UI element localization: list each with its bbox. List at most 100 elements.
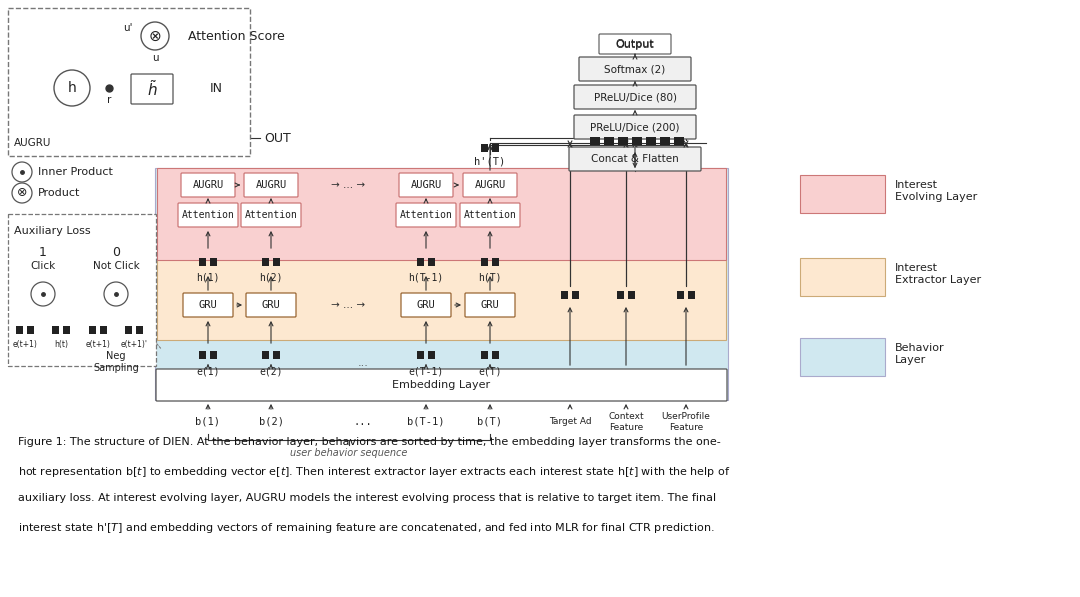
Bar <box>688 291 696 299</box>
Bar <box>800 258 885 296</box>
Text: Auxiliary Loss: Auxiliary Loss <box>14 226 91 236</box>
Bar <box>63 326 70 334</box>
Bar <box>210 351 217 359</box>
Bar <box>604 137 615 145</box>
Bar <box>632 137 642 145</box>
Text: Attention Score: Attention Score <box>188 29 285 42</box>
Text: AUGRU: AUGRU <box>255 180 286 190</box>
Text: user behavior sequence: user behavior sequence <box>291 448 407 458</box>
Text: PReLU/Dice (200): PReLU/Dice (200) <box>591 122 679 132</box>
Bar <box>89 326 96 334</box>
Text: GRU: GRU <box>199 300 217 310</box>
Text: Click: Click <box>30 261 56 271</box>
Text: 1: 1 <box>39 245 46 259</box>
Text: Evolving Layer: Evolving Layer <box>895 192 977 202</box>
Text: Context
Feature: Context Feature <box>608 413 644 432</box>
Text: Inner Product: Inner Product <box>38 167 113 177</box>
FancyBboxPatch shape <box>599 34 671 54</box>
FancyBboxPatch shape <box>241 203 301 227</box>
Bar <box>417 351 424 359</box>
Text: → ... →: → ... → <box>332 300 365 310</box>
FancyBboxPatch shape <box>183 293 233 317</box>
Bar <box>156 168 728 400</box>
Text: OUT: OUT <box>264 131 291 144</box>
Bar <box>428 258 435 266</box>
Bar <box>8 8 249 156</box>
Text: e(T-1): e(T-1) <box>408 366 444 376</box>
Text: b(2): b(2) <box>258 417 283 427</box>
Bar <box>492 144 499 152</box>
Text: Attention: Attention <box>181 210 234 220</box>
Circle shape <box>141 22 168 50</box>
Bar <box>428 351 435 359</box>
Bar <box>52 326 59 334</box>
Text: h(2): h(2) <box>259 273 283 283</box>
FancyBboxPatch shape <box>579 57 691 81</box>
Text: ⊗: ⊗ <box>149 29 161 44</box>
Text: e(t+1)': e(t+1)' <box>121 340 148 349</box>
Text: Softmax (2): Softmax (2) <box>605 64 665 74</box>
Text: Output: Output <box>616 40 654 50</box>
Bar <box>674 137 684 145</box>
Circle shape <box>31 282 55 306</box>
Text: h(T): h(T) <box>478 273 502 283</box>
Bar <box>617 291 624 299</box>
Circle shape <box>12 162 32 182</box>
Bar <box>481 258 488 266</box>
FancyBboxPatch shape <box>401 293 451 317</box>
Bar <box>273 351 280 359</box>
FancyBboxPatch shape <box>569 147 701 171</box>
Text: GRU: GRU <box>417 300 435 310</box>
Bar <box>561 291 568 299</box>
Text: Output: Output <box>616 39 654 49</box>
Circle shape <box>104 282 129 306</box>
Text: PReLU/Dice (80): PReLU/Dice (80) <box>594 92 676 102</box>
Text: Layer: Layer <box>895 355 927 365</box>
Text: hot representation b[$t$] to embedding vector e[$t$]. Then interest extractor la: hot representation b[$t$] to embedding v… <box>18 465 730 479</box>
Text: e(T): e(T) <box>478 366 502 376</box>
Bar <box>572 291 579 299</box>
Text: e(2): e(2) <box>259 366 283 376</box>
FancyBboxPatch shape <box>246 293 296 317</box>
Text: e(t+1): e(t+1) <box>85 340 110 349</box>
FancyBboxPatch shape <box>465 293 515 317</box>
Text: GRU: GRU <box>261 300 281 310</box>
Bar <box>157 230 726 340</box>
Text: Product: Product <box>38 188 80 198</box>
Bar <box>646 137 656 145</box>
Text: b(T): b(T) <box>477 417 502 427</box>
Text: Interest: Interest <box>895 263 939 273</box>
Text: interest state h'[$T$] and embedding vectors of remaining feature are concatenat: interest state h'[$T$] and embedding vec… <box>18 521 715 535</box>
Text: Extractor Layer: Extractor Layer <box>895 275 981 285</box>
Text: ...: ... <box>357 358 368 368</box>
Bar <box>8 214 156 366</box>
Text: ...: ... <box>353 417 373 427</box>
FancyBboxPatch shape <box>181 173 235 197</box>
Bar <box>136 326 143 334</box>
Bar <box>262 258 269 266</box>
Text: auxiliary loss. At interest evolving layer, AUGRU models the interest evolving p: auxiliary loss. At interest evolving lay… <box>18 493 716 503</box>
Text: h(t): h(t) <box>54 340 68 349</box>
Text: Embedding Layer: Embedding Layer <box>392 380 490 390</box>
Text: UserProfile
Feature: UserProfile Feature <box>662 413 711 432</box>
Text: Not Click: Not Click <box>93 261 139 271</box>
Bar <box>125 326 132 334</box>
Text: h: h <box>68 81 77 95</box>
Text: 0: 0 <box>112 245 120 259</box>
Text: Target Ad: Target Ad <box>549 417 592 426</box>
Bar <box>677 291 684 299</box>
FancyBboxPatch shape <box>573 85 696 109</box>
Bar <box>417 258 424 266</box>
Text: AUGRU: AUGRU <box>474 180 505 190</box>
Bar <box>27 326 33 334</box>
Text: AUGRU: AUGRU <box>192 180 224 190</box>
Text: GRU: GRU <box>481 300 499 310</box>
FancyBboxPatch shape <box>399 173 453 197</box>
Text: r: r <box>107 95 111 105</box>
Text: u: u <box>151 53 159 63</box>
Bar <box>210 258 217 266</box>
FancyBboxPatch shape <box>178 203 238 227</box>
Text: Neg
Sampling: Neg Sampling <box>93 351 139 373</box>
FancyBboxPatch shape <box>573 115 696 139</box>
Text: Attention: Attention <box>244 210 297 220</box>
